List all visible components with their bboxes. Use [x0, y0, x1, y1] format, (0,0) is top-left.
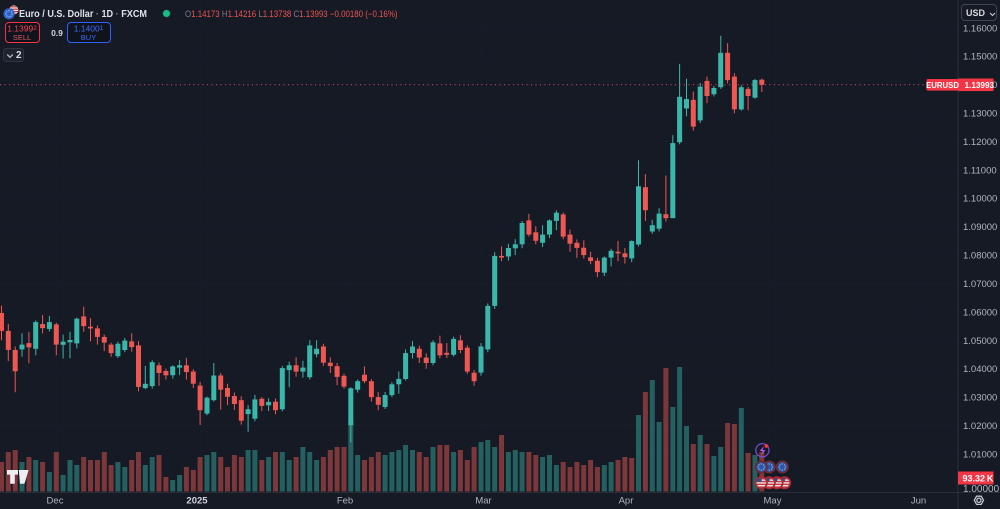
svg-text:1.04000: 1.04000: [963, 364, 997, 375]
svg-text:1.03000: 1.03000: [963, 393, 997, 404]
svg-text:Mar: Mar: [475, 496, 491, 507]
svg-text:1.07000: 1.07000: [963, 279, 997, 290]
svg-text:Jun: Jun: [911, 496, 926, 507]
svg-text:1.12000: 1.12000: [963, 137, 997, 148]
svg-text:1.05000: 1.05000: [963, 336, 997, 347]
svg-text:Feb: Feb: [337, 496, 353, 507]
svg-text:1.01000: 1.01000: [963, 449, 997, 460]
svg-text:93.32 K: 93.32 K: [963, 474, 994, 484]
svg-text:1.16000: 1.16000: [963, 23, 997, 34]
svg-text:Dec: Dec: [47, 496, 64, 507]
svg-text:1.10000: 1.10000: [963, 194, 997, 205]
svg-text:2025: 2025: [186, 496, 208, 507]
svg-text:May: May: [764, 496, 782, 507]
svg-text:1.13993: 1.13993: [965, 81, 995, 90]
svg-text:1.08000: 1.08000: [963, 251, 997, 262]
svg-text:1.11000: 1.11000: [963, 165, 997, 176]
svg-text:Apr: Apr: [619, 496, 634, 507]
svg-text:EURUSD: EURUSD: [926, 81, 959, 90]
svg-text:1.09000: 1.09000: [963, 222, 997, 233]
svg-text:1.02000: 1.02000: [963, 421, 997, 432]
svg-text:1.06000: 1.06000: [963, 307, 997, 318]
svg-text:1.15000: 1.15000: [963, 52, 997, 63]
svg-text:1.13000: 1.13000: [963, 109, 997, 120]
